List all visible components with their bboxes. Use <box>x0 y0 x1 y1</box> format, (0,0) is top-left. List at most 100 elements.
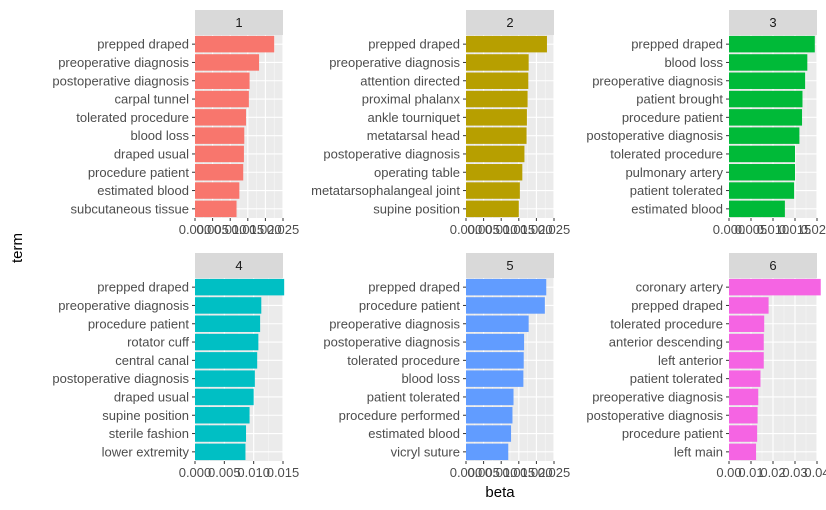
term-label: attention directed <box>360 73 460 88</box>
x-tick-label: 0.010 <box>757 222 790 237</box>
term-label: carpal tunnel <box>115 92 190 107</box>
bar-procedure-patient <box>195 164 244 181</box>
bar-tolerated-procedure <box>729 145 795 163</box>
x-tick-label: 0.020 <box>520 465 553 480</box>
bar-supine-position <box>195 407 250 424</box>
term-label: blood loss <box>130 128 189 143</box>
bar-postoperative-diagnosis <box>466 333 525 351</box>
bar-left-anterior <box>729 352 764 369</box>
x-tick-label: 0.00 <box>716 465 741 480</box>
facet-panel-3: 3 prepped draped blood loss preoperative di… <box>586 10 826 237</box>
bar-patient-tolerated <box>729 182 795 199</box>
bar-rotator-cuff <box>195 333 259 351</box>
term-label: procedure patient <box>88 316 190 331</box>
x-tick-label: 0.020 <box>249 222 282 237</box>
bar-procedure-performed <box>466 407 513 424</box>
bar-vicryl-suture <box>466 443 509 461</box>
bar-procedure-patient <box>466 297 545 314</box>
bar-postoperative-diagnosis <box>729 407 758 424</box>
x-tick-label: 0.000 <box>450 222 483 237</box>
facet-strip <box>466 253 554 278</box>
x-tick-label: 0.000 <box>450 465 483 480</box>
term-label: prepped draped <box>631 37 723 52</box>
x-tick-label: 0.025 <box>538 222 571 237</box>
bar-prepped-draped <box>729 35 815 53</box>
facet-strip-label: 2 <box>506 15 513 30</box>
facet-strip <box>195 253 283 278</box>
term-label: estimated blood <box>97 183 189 198</box>
facet-strip-label: 4 <box>235 258 242 273</box>
x-tick-label: 0.005 <box>208 465 241 480</box>
term-label: procedure patient <box>359 298 461 313</box>
term-label: procedure patient <box>622 426 724 441</box>
term-label: tolerated procedure <box>610 146 723 161</box>
x-tick-label: 0.015 <box>503 222 536 237</box>
bar-patient-tolerated <box>729 370 761 387</box>
term-label: tolerated procedure <box>76 110 189 125</box>
bar-prepped-draped <box>195 35 275 53</box>
term-label: postoperative diagnosis <box>586 128 723 143</box>
bar-procedure-patient <box>729 109 803 126</box>
term-label: procedure performed <box>339 408 460 423</box>
term-label: blood loss <box>664 55 723 70</box>
bar-tolerated-procedure <box>729 315 765 332</box>
bar-operating-table <box>466 164 523 181</box>
x-tick-label: 0.04 <box>804 465 826 480</box>
bar-patient-brought <box>729 90 803 108</box>
x-tick-label: 0.01 <box>738 465 763 480</box>
term-label: draped usual <box>114 146 189 161</box>
term-label: supine position <box>373 201 460 216</box>
term-label: pulmonary artery <box>625 165 723 180</box>
x-tick-label: 0.020 <box>801 222 826 237</box>
x-tick-label: 0.000 <box>179 465 212 480</box>
y-axis-title: term <box>9 233 26 263</box>
x-tick-label: 0.025 <box>538 465 571 480</box>
bar-draped-usual <box>195 388 254 406</box>
bar-preoperative-diagnosis <box>466 315 529 332</box>
term-label: postoperative diagnosis <box>323 335 460 350</box>
bar-estimated-blood <box>729 200 785 218</box>
term-label: postoperative diagnosis <box>52 73 189 88</box>
x-tick-label: 0.000 <box>179 222 212 237</box>
bar-prepped-draped <box>195 278 285 296</box>
bar-preoperative-diagnosis <box>729 388 759 406</box>
facet-strip-label: 5 <box>506 258 513 273</box>
bar-postoperative-diagnosis <box>729 127 800 144</box>
term-label: sterile fashion <box>109 426 189 441</box>
bar-blood-loss <box>729 54 808 71</box>
bar-prepped-draped <box>466 35 547 53</box>
term-label: coronary artery <box>636 280 724 295</box>
term-label: postoperative diagnosis <box>586 408 723 423</box>
term-label: vicryl suture <box>391 444 460 459</box>
facet-panel-2: 2 prepped draped preoperative diagnosis att… <box>311 10 570 237</box>
facet-strip-label: 3 <box>769 15 776 30</box>
term-label: estimated blood <box>368 426 460 441</box>
bar-coronary-artery <box>729 278 821 296</box>
facet-strip-label: 6 <box>769 258 776 273</box>
bar-lower-extremity <box>195 443 246 461</box>
bar-patient-tolerated <box>466 388 514 406</box>
term-label: postoperative diagnosis <box>52 371 189 386</box>
term-label: preoperative diagnosis <box>592 389 723 404</box>
term-label: tolerated procedure <box>347 353 460 368</box>
term-label: preoperative diagnosis <box>592 73 723 88</box>
x-tick-label: 0.020 <box>520 222 553 237</box>
term-label: preoperative diagnosis <box>58 55 189 70</box>
term-label: tolerated procedure <box>610 316 723 331</box>
bar-metatarsal-head <box>466 127 527 144</box>
term-label: prepped draped <box>97 280 189 295</box>
term-label: lower extremity <box>102 444 190 459</box>
bar-attention-directed <box>466 72 529 89</box>
x-tick-label: 0.03 <box>782 465 807 480</box>
bar-tolerated-procedure <box>195 109 247 126</box>
facet-strip <box>729 10 817 35</box>
x-axis-title: beta <box>485 484 515 501</box>
term-label: postoperative diagnosis <box>323 146 460 161</box>
bar-prepped-draped <box>729 297 769 314</box>
x-tick-label: 0.010 <box>485 465 518 480</box>
bar-left-main <box>729 443 757 461</box>
term-label: subcutaneous tissue <box>70 201 189 216</box>
bar-procedure-patient <box>729 425 758 442</box>
facet-panel-5: 5 prepped draped procedure patient preopera… <box>323 253 570 480</box>
